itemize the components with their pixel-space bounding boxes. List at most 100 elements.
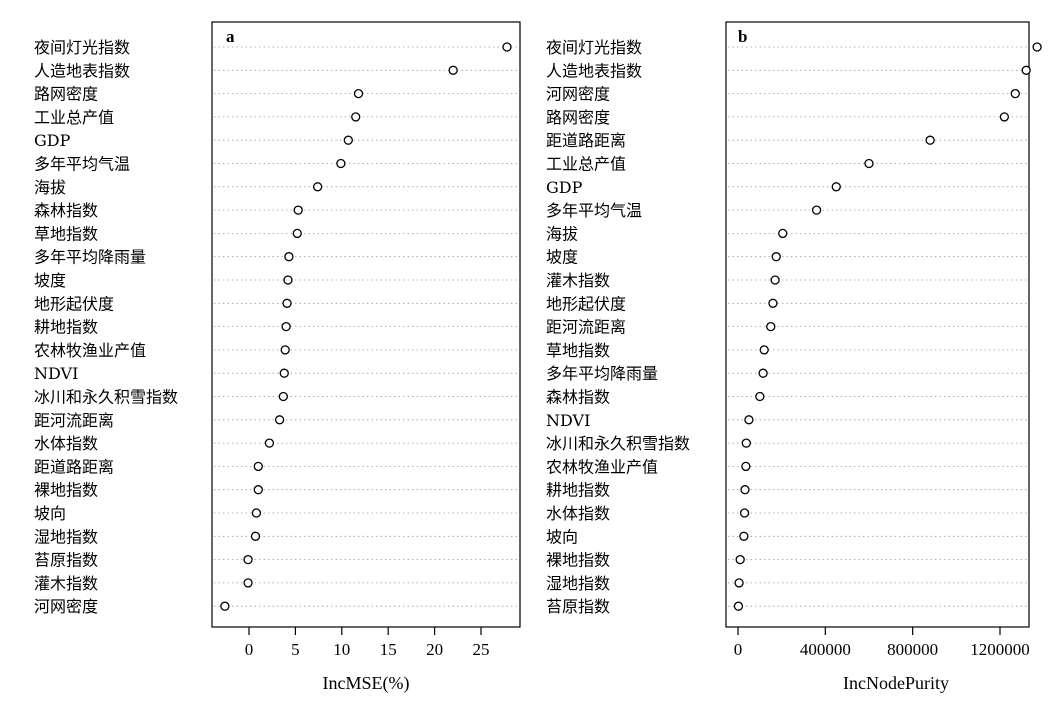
category-label: 湿地指数 [546,574,610,593]
category-label: 坡向 [546,527,578,546]
data-point [250,531,261,541]
data-point [253,485,263,495]
data-point [1010,88,1020,99]
plot-frame [725,21,1030,628]
x-tick-label: 5 [291,640,300,659]
category-label: 湿地指数 [34,527,98,546]
category-label: 森林指数 [34,201,98,220]
data-point [292,228,302,239]
data-point [343,135,353,145]
data-point [755,391,765,402]
panel-letter: a [226,27,235,46]
category-label: 河网密度 [546,85,610,104]
data-point [220,601,230,611]
data-point [831,182,841,192]
data-point [999,112,1010,122]
data-point [313,182,323,192]
category-label: 河网密度 [34,597,98,616]
panel-letter: b [738,27,747,46]
category-label: 灌木指数 [546,271,610,290]
data-point [280,345,290,355]
data-point [771,252,781,262]
category-label: 多年平均气温 [34,155,130,174]
category-label: 夜间灯光指数 [546,38,642,57]
category-label: 耕地指数 [34,318,98,337]
category-label: 人造地表指数 [34,61,130,80]
category-label: NDVI [34,364,78,383]
category-label: 坡度 [546,248,578,267]
data-point [243,554,253,565]
x-axis-title: IncNodePurity [843,673,949,693]
category-label: 海拔 [34,178,66,197]
category-label: 多年平均气温 [546,201,642,220]
data-point [281,321,291,332]
category-label: 水体指数 [546,504,610,523]
x-tick-label: 20 [426,640,443,659]
data-point [811,205,822,215]
data-point [264,438,275,448]
data-point [502,42,512,52]
category-label: GDP [546,178,583,197]
x-tick-label: 0 [734,640,743,659]
category-label: 距道路距离 [546,131,626,150]
category-label: 路网密度 [546,108,610,127]
category-label: 农林牧渔业产值 [34,341,146,360]
category-label: 夜间灯光指数 [34,38,130,57]
data-point [741,461,751,472]
data-point [353,88,364,99]
category-label: 地形起伏度 [34,294,114,313]
category-label: 草地指数 [546,341,610,360]
category-label: 苔原指数 [34,551,98,570]
category-label: 冰川和永久积雪指数 [546,434,690,453]
data-point [740,485,750,495]
category-label: 距道路距离 [34,457,114,476]
category-label: 灌木指数 [34,574,98,593]
category-label: 距河流距离 [34,411,114,430]
x-tick-label: 1200000 [970,640,1030,659]
category-label: 坡度 [34,271,66,290]
plot-frame [211,21,521,628]
category-label: 水体指数 [34,434,98,453]
data-point [734,578,744,588]
data-point [351,112,361,122]
category-label: GDP [34,131,71,150]
category-label: 工业总产值 [546,155,626,174]
data-point [274,415,285,425]
data-point [739,508,750,518]
data-point [448,65,458,75]
data-point [741,438,751,448]
category-label: 冰川和永久积雪指数 [34,388,178,407]
category-label: 森林指数 [546,388,610,407]
data-point [766,321,776,332]
category-label: 人造地表指数 [546,61,642,80]
category-label: 裸地指数 [546,551,610,570]
x-tick-label: 0 [245,640,254,659]
data-point [759,345,769,355]
x-axis-title: IncMSE(%) [323,673,410,694]
category-label: 工业总产值 [34,108,114,127]
x-tick-label: 25 [473,640,490,659]
data-point [735,554,745,565]
data-point [778,228,788,239]
x-tick-label: 800000 [887,640,938,659]
category-label: NDVI [546,411,590,430]
data-point [282,298,292,308]
data-point [251,508,262,518]
data-point [925,135,935,145]
x-tick-label: 400000 [800,640,851,659]
category-label: 苔原指数 [546,597,610,616]
data-point [278,391,288,402]
category-label: 路网密度 [34,85,98,104]
data-point [253,461,263,472]
category-label: 多年平均降雨量 [34,248,146,267]
category-label: 裸地指数 [34,481,98,500]
data-point [283,275,293,285]
x-tick-label: 15 [380,640,397,659]
category-label: 海拔 [546,224,578,243]
data-point [284,252,294,262]
data-point [1032,42,1042,52]
data-point [279,368,289,378]
